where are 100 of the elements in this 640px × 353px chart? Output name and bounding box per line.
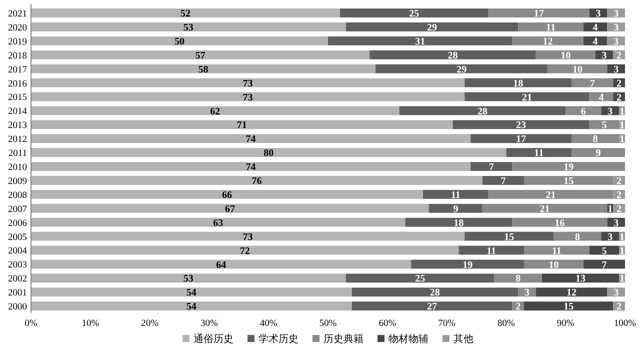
x-tick-label: 0%	[24, 319, 38, 329]
bar	[31, 36, 328, 46]
data-label: 2	[616, 176, 622, 188]
bar	[31, 260, 412, 269]
bar	[31, 92, 465, 102]
data-label: 53	[183, 274, 194, 285]
data-label: 10	[572, 64, 582, 76]
data-label: 2	[616, 302, 622, 313]
data-label: 13	[575, 274, 586, 285]
bar	[512, 36, 584, 46]
data-label: 7	[488, 162, 494, 174]
bar	[524, 302, 614, 310]
data-label: 17	[534, 8, 544, 20]
bar	[31, 232, 465, 241]
bar	[405, 218, 512, 227]
bar	[31, 302, 352, 310]
data-label: 2	[616, 190, 622, 201]
bar	[583, 22, 608, 32]
data-label: 71	[236, 120, 247, 132]
data-label: 3	[602, 50, 607, 62]
bar	[518, 22, 584, 32]
data-label: 1	[620, 232, 625, 243]
data-label: 21	[540, 204, 550, 215]
data-label: 1	[620, 246, 625, 257]
data-label: 11	[552, 246, 562, 257]
bar	[589, 120, 620, 130]
legend-label: 学术历史	[258, 333, 298, 345]
x-tick-label: 50%	[319, 319, 337, 329]
y-tick-label: 2004	[8, 246, 28, 257]
bar	[589, 92, 614, 102]
y-tick-label: 2003	[8, 260, 28, 271]
bar	[470, 162, 512, 171]
data-label: 67	[224, 204, 235, 215]
bar	[566, 106, 602, 116]
data-label: 73	[242, 232, 253, 243]
data-label: 3	[608, 106, 613, 118]
data-label: 73	[242, 92, 253, 104]
bar	[31, 246, 459, 255]
data-label: 19	[462, 260, 473, 271]
bar	[482, 204, 608, 213]
data-label: 12	[542, 36, 553, 48]
bar	[31, 176, 482, 185]
data-label: 4	[592, 36, 598, 48]
data-label: 1	[608, 204, 613, 215]
data-label: 9	[453, 204, 458, 215]
data-label: 27	[426, 302, 437, 313]
y-tick-label: 2015	[8, 93, 28, 104]
y-tick-label: 2016	[8, 79, 28, 90]
legend-label: 通俗历史	[194, 333, 234, 345]
y-tick-label: 2018	[8, 51, 28, 62]
y-tick-label: 2001	[8, 288, 28, 299]
bar	[31, 8, 340, 18]
data-label: 2	[616, 92, 622, 104]
legend-label: 物材物辅	[388, 333, 428, 345]
y-tick-label: 2000	[8, 302, 28, 313]
bar	[542, 274, 620, 283]
data-label: 21	[522, 92, 532, 104]
data-label: 7	[590, 78, 595, 90]
data-label: 3	[608, 232, 613, 243]
bar	[346, 274, 494, 283]
bar	[452, 120, 590, 130]
legend-label: 历史典籍	[324, 333, 364, 345]
x-tick-label: 60%	[378, 319, 396, 329]
data-label: 8	[516, 274, 521, 285]
data-label: 16	[554, 218, 565, 229]
x-tick-label: 30%	[200, 319, 218, 329]
bar	[31, 78, 465, 88]
data-label: 4	[598, 92, 604, 104]
data-label: 63	[213, 218, 224, 229]
data-label: 18	[513, 78, 524, 90]
y-tick-label: 2021	[8, 9, 28, 20]
bar	[411, 260, 524, 269]
data-label: 72	[240, 246, 250, 257]
bar	[512, 218, 608, 227]
data-label: 7	[602, 260, 607, 271]
bar	[31, 218, 406, 227]
data-label: 15	[564, 302, 574, 313]
data-label: 15	[504, 232, 514, 243]
y-tick-label: 2013	[8, 121, 28, 132]
data-label: 53	[183, 22, 194, 34]
y-tick-label: 2007	[8, 204, 28, 215]
data-label: 15	[564, 176, 574, 188]
y-tick-label: 2009	[8, 176, 28, 187]
bar	[31, 22, 346, 32]
bar	[494, 274, 542, 283]
data-label: 3	[614, 8, 619, 20]
bar	[31, 134, 471, 144]
data-label: 1	[620, 106, 625, 118]
data-label: 10	[560, 50, 571, 62]
y-tick-label: 2011	[8, 149, 28, 160]
bar	[536, 288, 608, 297]
data-label: 3	[614, 22, 619, 34]
bar	[470, 134, 572, 144]
data-label: 4	[592, 22, 598, 34]
data-label: 1	[620, 274, 625, 285]
data-label: 3	[614, 218, 619, 229]
data-label: 73	[242, 78, 253, 90]
data-label: 10	[548, 260, 559, 271]
bar	[428, 204, 482, 213]
bar	[524, 260, 584, 269]
